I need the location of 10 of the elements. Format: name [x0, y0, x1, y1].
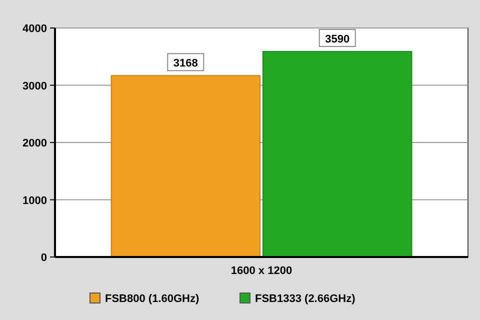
legend-label: FSB1333 (2.66GHz) [255, 293, 356, 305]
y-tick-label: 2000 [22, 138, 47, 150]
y-tick-label: 0 [40, 252, 47, 264]
y-tick-label: 1000 [22, 194, 47, 207]
x-tick-label: 1600 x 1200 [230, 265, 292, 277]
legend-label: FSB800 (1.60GHz) [105, 293, 200, 305]
y-tick-label: 3000 [22, 80, 47, 92]
data-label: 3590 [325, 33, 350, 46]
y-tick-label: 4000 [22, 23, 47, 35]
data-label: 3168 [173, 58, 198, 70]
